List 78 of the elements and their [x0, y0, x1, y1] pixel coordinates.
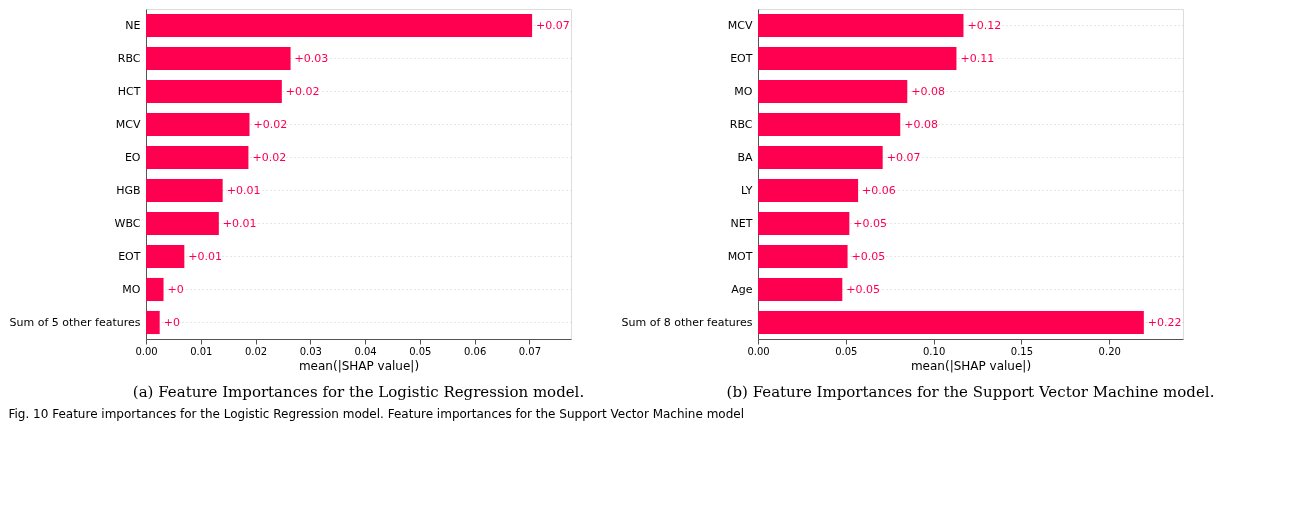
y-tick-label: MO	[122, 282, 141, 296]
bar	[758, 211, 850, 236]
data-label: +0.01	[226, 183, 261, 197]
x-tick-label: 0.20	[1098, 345, 1121, 357]
y-tick-label: EOT	[118, 249, 141, 263]
y-tick-label: RBC	[729, 117, 753, 131]
y-tick-label: MO	[734, 84, 753, 98]
data-label: +0.05	[851, 249, 886, 263]
bar	[758, 79, 908, 104]
data-label: +0.05	[846, 282, 881, 296]
y-tick-label: NE	[125, 18, 141, 32]
bar	[758, 112, 901, 137]
bar	[146, 112, 250, 137]
bar	[758, 13, 964, 38]
data-label: +0.07	[886, 150, 921, 164]
y-tick-label: LY	[741, 183, 753, 197]
data-label: +0.02	[253, 117, 288, 131]
y-tick-label: RBC	[117, 51, 141, 65]
text: (a) Feature Importances for the Logistic Regression model.	[132, 383, 585, 401]
bar	[146, 277, 164, 302]
data-label: +0.05	[853, 216, 888, 230]
data-label: +0.02	[285, 84, 320, 98]
x-axis-title: mean(|SHAP value|)	[910, 358, 1032, 373]
bar	[146, 46, 291, 71]
bar	[146, 310, 160, 335]
x-tick-label: 0.10	[922, 345, 946, 357]
bar	[146, 79, 282, 104]
data-label: +0.07	[536, 18, 570, 32]
bar	[758, 145, 883, 170]
data-label: +0.08	[904, 117, 938, 131]
caption: Fig. 10 Feature importances for the Logistic Regression model. Feature importances for the Support Vector Machine model	[8, 406, 745, 421]
y-tick-label: EOT	[730, 51, 753, 65]
data-label: +0.08	[911, 84, 945, 98]
y-tick-label: MCV	[115, 117, 141, 131]
bar	[758, 46, 957, 71]
data-label: +0.03	[294, 51, 329, 65]
y-tick-label: HCT	[117, 84, 141, 98]
x-tick-label: 0.01	[190, 345, 213, 357]
x-tick-label: 0.05	[835, 345, 858, 357]
y-tick-label: NET	[730, 216, 753, 230]
bar	[146, 13, 533, 38]
bar	[758, 310, 1144, 335]
data-label: +0.01	[188, 249, 223, 263]
y-tick-label: Sum of 5 other features	[9, 315, 141, 329]
data-label: +0.01	[222, 216, 257, 230]
y-tick-label: EO	[124, 150, 141, 164]
data-label: +0.11	[960, 51, 995, 65]
x-tick-label: 0.04	[354, 345, 377, 357]
bar	[146, 211, 219, 236]
data-label: +0.06	[862, 183, 896, 197]
x-tick-label: 0.00	[135, 345, 158, 357]
text: (b) Feature Importances for the Support Vector Machine model.	[726, 383, 1215, 401]
bar	[146, 244, 185, 269]
y-tick-label: MCV	[727, 18, 753, 32]
x-tick-label: 0.15	[1010, 345, 1034, 357]
y-tick-label: MOT	[727, 249, 753, 263]
x-tick-label: 0.03	[299, 345, 322, 357]
y-tick-label: Sum of 8 other features	[621, 315, 753, 329]
data-label: +0.22	[1147, 315, 1182, 329]
y-tick-label: WBC	[114, 216, 141, 230]
y-tick-label: BA	[737, 150, 753, 164]
data-label: +0.12	[967, 18, 1002, 32]
x-tick-label: 0.06	[463, 345, 487, 357]
x-tick-label: 0.02	[244, 345, 268, 357]
bar	[758, 178, 859, 203]
bar	[146, 178, 223, 203]
bar	[146, 145, 249, 170]
y-tick-label: HGB	[116, 183, 141, 197]
data-label: +0	[163, 315, 180, 329]
x-axis-title: mean(|SHAP value|)	[298, 358, 420, 373]
y-tick-label: Age	[731, 282, 753, 296]
x-tick-label: 0.07	[518, 345, 542, 357]
bar	[758, 277, 843, 302]
bar	[758, 244, 848, 269]
x-tick-label: 0.05	[409, 345, 432, 357]
data-label: +0.02	[252, 150, 287, 164]
x-tick-label: 0.00	[747, 345, 770, 357]
data-label: +0	[167, 282, 184, 296]
